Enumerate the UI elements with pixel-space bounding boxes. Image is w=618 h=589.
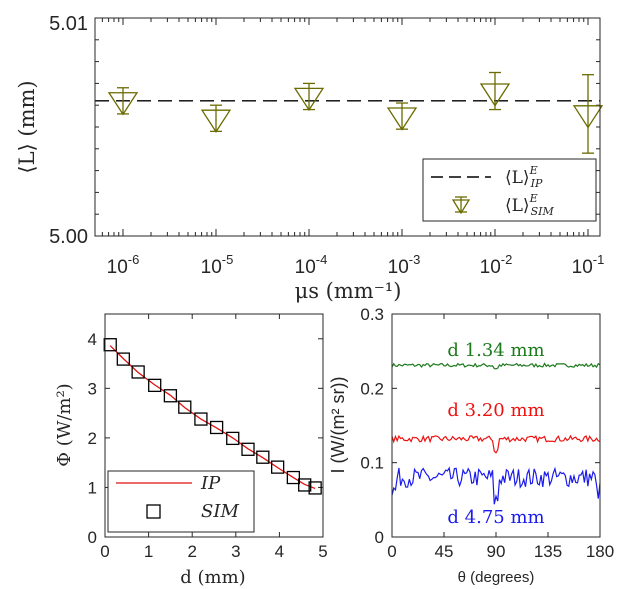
sim-square-marker (209, 420, 224, 435)
sim-triangle-marker (386, 107, 418, 131)
sim-square-marker (271, 460, 285, 474)
series-label-d320: d 3.20 mm (447, 400, 544, 421)
sim-square-marker (103, 338, 117, 352)
intensity-ytick-label: 0.2 (360, 379, 384, 398)
top-xtick-label: 10-4 (295, 252, 328, 278)
intensity-ytick-label: 0 (375, 528, 384, 547)
top-axes-frame (94, 17, 601, 237)
sim-square-marker (308, 481, 322, 495)
sim-square-marker (226, 431, 240, 446)
top-chart: 5.01 5.00 10-6 10-5 10-4 10-3 10-2 10-1 … (15, 13, 604, 303)
phi-xtick-label: 5 (318, 542, 327, 561)
intensity-tick-labels: 0 45 90 135 180 0 0.1 0.2 0.3 (360, 305, 614, 561)
intensity-lines (391, 362, 601, 505)
top-xtick-label: 10-2 (480, 252, 513, 278)
top-ytick-label: 5.00 (49, 226, 88, 248)
phi-x-axis-label: d (mm) (180, 567, 245, 588)
phi-ytick-label: 0 (88, 528, 97, 547)
phi-xtick-label: 4 (275, 542, 284, 561)
top-xtick-label: 10-5 (201, 252, 234, 278)
intensity-ytick-label: 0.3 (360, 305, 384, 324)
top-xtick-label: 10-1 (572, 252, 605, 278)
top-ytick-label: 5.01 (49, 13, 88, 35)
phi-legend-box (107, 470, 255, 533)
intensity-plot-area (392, 314, 600, 537)
sim-triangle-marker (572, 105, 604, 129)
phi-ytick-label: 2 (88, 429, 97, 448)
sim-square-marker (163, 389, 178, 403)
intensity-xtick-label: 180 (586, 542, 614, 561)
sim-square-marker (286, 470, 301, 485)
phi-ytick-label: 4 (88, 330, 97, 349)
intensity-xtick-label: 135 (534, 542, 562, 561)
sim-square-marker (178, 400, 192, 414)
legend-label-ip: IP (200, 473, 221, 494)
phi-axes-frame (104, 313, 324, 538)
phi-xtick-label: 0 (100, 542, 109, 561)
top-legend: ⟨L⟩E IP ⟨L⟩E SIM (422, 158, 597, 222)
sim-triangle-marker (200, 109, 232, 133)
top-xtick-label: 10-3 (388, 252, 421, 278)
top-legend-box (422, 158, 597, 222)
intensity-line-d475 (391, 466, 601, 505)
legend-label-ip: ⟨L⟩E IP (505, 164, 543, 190)
sim-square-marker (148, 378, 162, 393)
intensity-ytick-label: 0.1 (360, 454, 384, 473)
phi-sim-markers (103, 338, 322, 495)
legend-square-swatch (146, 504, 161, 519)
phi-y-axis-label: Φ (W/m²) (54, 383, 75, 466)
sim-square-marker (194, 412, 208, 426)
phi-tick-labels: 0 1 2 3 4 5 0 1 2 3 4 (88, 330, 328, 561)
intensity-axes-frame (391, 313, 601, 538)
legend-label-sim: ⟨L⟩E SIM (505, 192, 554, 218)
top-xtick-label: 10-6 (107, 252, 140, 278)
phi-ytick-label: 3 (88, 379, 97, 398)
intensity-xtick-label: 45 (435, 542, 454, 561)
intensity-x-axis-label: θ (degrees) (458, 569, 535, 586)
top-ticks (94, 18, 600, 236)
legend-label-sim: SIM (201, 501, 239, 522)
intensity-chart: 0 45 90 135 180 0 0.1 0.2 0.3 I (W/(m² sr)) θ (d… (328, 305, 614, 586)
top-x-axis-label: μs (mm⁻¹) (295, 279, 402, 303)
sim-square-marker (116, 352, 130, 366)
series-label-d134: d 1.34 mm (447, 340, 544, 361)
phi-xtick-label: 1 (144, 542, 153, 561)
intensity-y-axis-label: I (W/(m² sr)) (328, 377, 348, 474)
sim-triangle-marker (293, 87, 325, 112)
top-sim-markers (107, 71, 604, 154)
intensity-line-d134 (391, 362, 601, 370)
sim-triangle-marker (107, 92, 139, 116)
sim-triangle-marker (479, 83, 511, 107)
intensity-xtick-label: 0 (387, 542, 396, 561)
sim-square-marker (241, 442, 255, 456)
phi-legend: IP SIM (107, 470, 255, 533)
phi-xtick-label: 2 (187, 542, 196, 561)
sim-square-marker (131, 365, 145, 379)
phi-ytick-label: 1 (88, 478, 97, 497)
legend-triangle-swatch (451, 196, 471, 215)
intensity-line-d320 (391, 434, 601, 454)
phi-xtick-label: 3 (231, 542, 240, 561)
intensity-xtick-label: 90 (487, 542, 506, 561)
sim-square-marker (298, 478, 312, 492)
top-y-axis-label: ⟨L⟩ (mm) (15, 80, 39, 173)
sim-square-marker (256, 450, 270, 464)
phi-chart: 0 1 2 3 4 5 0 1 2 3 4 Φ (W/m²) d (mm) IP SIM (54, 313, 328, 588)
series-label-d475: d 4.75 mm (447, 507, 544, 528)
